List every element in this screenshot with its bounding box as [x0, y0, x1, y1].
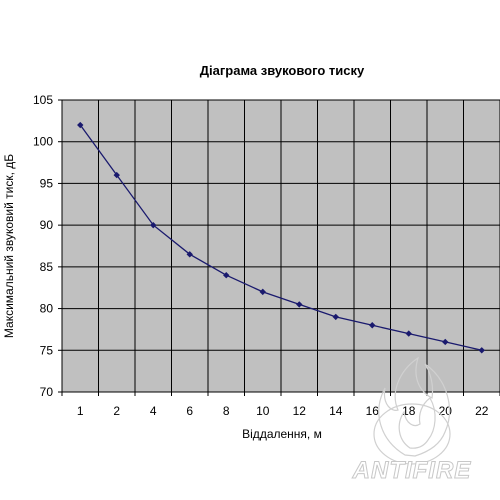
data-point — [405, 330, 412, 337]
y-tick-label: 90 — [40, 218, 54, 232]
x-axis-ticks: 1 2 4 6 8 10 12 14 16 18 20 22 — [61, 392, 500, 418]
x-tick-label: 8 — [223, 404, 230, 418]
x-axis-label: Віддалення, м — [242, 427, 322, 441]
x-tick-label: 20 — [439, 404, 453, 418]
y-axis-ticks: 70 75 80 85 90 95 100 105 — [33, 93, 62, 399]
watermark: ANTIFIRE — [351, 356, 472, 485]
data-point — [296, 301, 303, 308]
x-tick-label: 10 — [256, 404, 270, 418]
x-tick-label: 16 — [366, 404, 380, 418]
data-point — [442, 338, 449, 346]
y-tick-label: 100 — [33, 135, 53, 149]
flame-logo-icon — [373, 356, 451, 465]
x-tick-label: 22 — [475, 404, 489, 418]
y-tick-label: 70 — [40, 385, 54, 399]
data-point — [223, 272, 230, 279]
data-point — [369, 322, 376, 329]
y-tick-label: 75 — [40, 343, 54, 357]
data-point — [332, 313, 339, 321]
x-tick-label: 14 — [329, 404, 343, 418]
y-tick-label: 95 — [40, 176, 54, 190]
x-tick-label: 4 — [150, 404, 157, 418]
watermark-text: ANTIFIRE — [352, 457, 472, 484]
plot-area — [61, 99, 500, 393]
x-tick-label: 12 — [293, 404, 307, 418]
data-point — [478, 347, 485, 354]
y-tick-label: 80 — [40, 302, 54, 316]
y-tick-label: 105 — [33, 93, 53, 107]
x-tick-label: 18 — [402, 404, 416, 418]
data-point — [259, 288, 266, 296]
x-tick-label: 2 — [113, 404, 120, 418]
x-tick-label: 6 — [186, 404, 193, 418]
x-tick-label: 1 — [77, 404, 84, 418]
data-point — [150, 221, 157, 229]
y-tick-label: 85 — [40, 260, 54, 274]
series-line — [79, 124, 482, 351]
chart-title: Діаграма звукового тиску — [200, 63, 365, 78]
data-point — [77, 121, 84, 129]
series-group — [77, 121, 485, 354]
y-axis-label: Максимальний звуковий тиск, дБ — [2, 154, 16, 338]
data-point — [186, 251, 193, 258]
data-point — [113, 171, 120, 179]
